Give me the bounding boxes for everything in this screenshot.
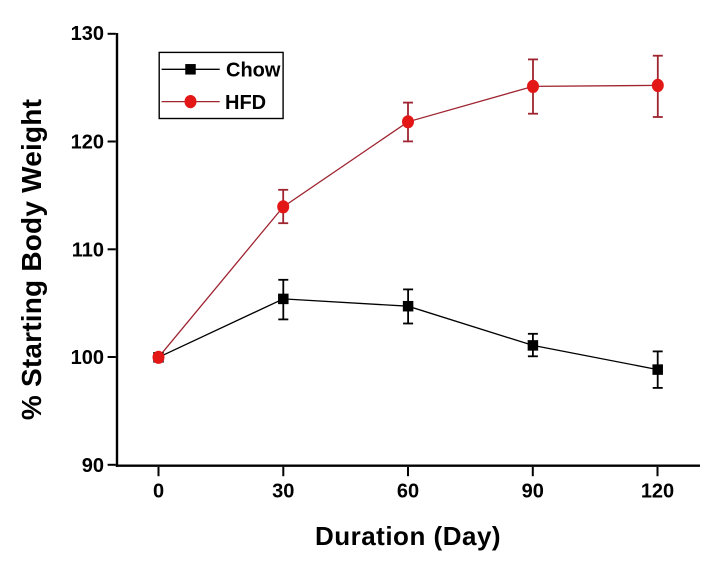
svg-text:HFD: HFD (225, 92, 266, 114)
svg-text:120: 120 (641, 480, 674, 502)
svg-text:90: 90 (82, 455, 104, 477)
svg-text:120: 120 (71, 132, 104, 154)
svg-text:90: 90 (522, 480, 544, 502)
svg-text:60: 60 (397, 480, 419, 502)
svg-text:130: 130 (71, 23, 104, 45)
svg-text:% Starting Body Weight: % Starting Body Weight (16, 99, 47, 420)
svg-text:100: 100 (71, 347, 104, 369)
svg-text:Duration (Day): Duration (Day) (315, 521, 501, 551)
svg-text:0: 0 (153, 480, 164, 502)
svg-text:Chow: Chow (226, 60, 281, 82)
svg-text:30: 30 (272, 480, 294, 502)
svg-text:110: 110 (72, 240, 104, 262)
